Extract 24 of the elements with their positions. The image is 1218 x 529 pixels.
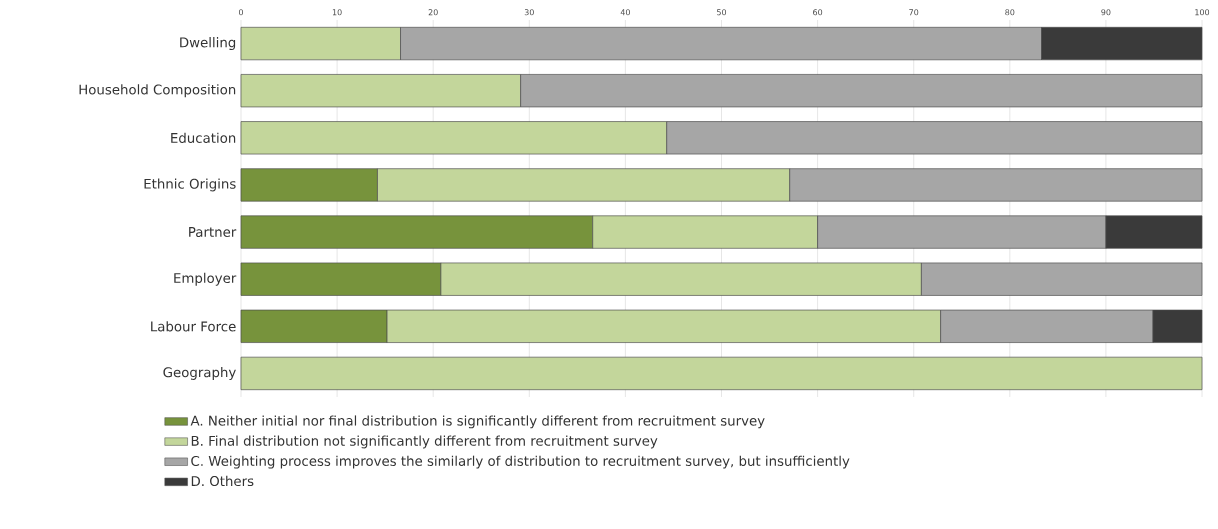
y-tick-label: Employer <box>174 272 237 286</box>
y-tick-label: Dwelling <box>180 37 236 51</box>
x-tick-label: 90 <box>1101 9 1111 16</box>
legend-label: B. Final distribution not significantly different from recruitment survey <box>191 435 658 449</box>
x-tick-label: 40 <box>620 9 630 16</box>
y-tick-label: Geography <box>163 366 236 380</box>
y-tick-label: Education <box>171 132 236 143</box>
legend-label: C. Weighting process improves the similarly of distribution to recruitment survey, but insufficiently <box>191 455 850 469</box>
y-tick-label: Ethnic Origins <box>144 178 236 192</box>
y-tick-label: Household Composition <box>79 84 236 98</box>
x-tick-label: 20 <box>428 9 438 16</box>
x-tick-label: 10 <box>332 9 342 16</box>
x-tick-label: 80 <box>1005 9 1015 16</box>
y-tick-label: Labour Force <box>151 321 236 332</box>
x-tick-label: 60 <box>813 9 823 16</box>
bar <box>240 356 1203 391</box>
legend-label: D. Others <box>191 475 254 487</box>
x-tick-label: 30 <box>524 9 534 16</box>
x-tick-label: 0 <box>238 9 244 16</box>
legend-label: A. Neither initial nor final distribution is significantly different from recruitment survey <box>190 415 765 429</box>
x-tick-label: 70 <box>909 9 919 16</box>
x-tick-label: 100 <box>1195 9 1210 16</box>
x-tick-label: 50 <box>717 9 727 16</box>
y-tick-label: Partner <box>189 227 237 238</box>
